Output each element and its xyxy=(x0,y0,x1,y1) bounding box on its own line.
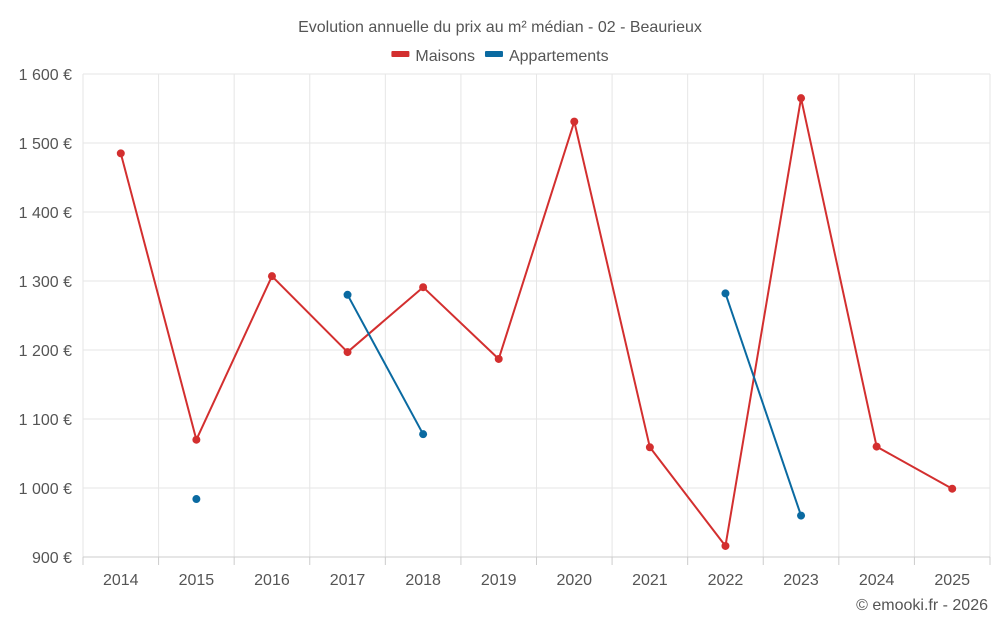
y-tick-label: 900 € xyxy=(32,550,72,567)
y-tick-label: 1 600 € xyxy=(19,67,72,84)
x-tick-label: 2018 xyxy=(405,572,441,589)
data-point[interactable] xyxy=(343,348,352,357)
series-maisons xyxy=(116,94,957,550)
x-tick-label: 2016 xyxy=(254,572,290,589)
y-tick-label: 1 100 € xyxy=(19,412,72,429)
axes: 900 € 1 000 € 1 100 € 1 200 € 1 300 € 1 400 €… xyxy=(19,67,991,589)
data-point[interactable] xyxy=(116,149,125,158)
x-tick-label: 2023 xyxy=(783,572,819,589)
legend-swatch xyxy=(484,51,503,57)
x-tick-label: 2019 xyxy=(481,572,517,589)
data-point[interactable] xyxy=(419,283,428,292)
series-line xyxy=(724,293,802,516)
data-point[interactable] xyxy=(494,354,503,363)
data-point[interactable] xyxy=(721,289,730,298)
series-line xyxy=(346,294,425,435)
y-tick-label: 1 000 € xyxy=(19,481,72,498)
x-tick-label: 2021 xyxy=(632,572,668,589)
legend-swatch xyxy=(391,51,410,57)
data-point[interactable] xyxy=(192,435,201,444)
legend-item-maisons[interactable]: Maisons xyxy=(391,48,475,65)
x-tick-label: 2014 xyxy=(103,572,139,589)
y-tick-label: 1 300 € xyxy=(19,274,72,291)
legend-label: Maisons xyxy=(415,48,475,65)
series-line xyxy=(119,97,953,547)
x-tick-label: 2020 xyxy=(556,572,592,589)
data-point[interactable] xyxy=(721,541,730,550)
y-tick-label: 1 400 € xyxy=(19,205,72,222)
y-tick-label: 1 200 € xyxy=(19,343,72,360)
x-tick-label: 2015 xyxy=(179,572,215,589)
data-point[interactable] xyxy=(645,443,654,452)
x-tick-label: 2025 xyxy=(934,572,970,589)
data-point[interactable] xyxy=(948,484,957,493)
data-point[interactable] xyxy=(797,511,806,520)
x-tick-label: 2017 xyxy=(330,572,366,589)
data-point[interactable] xyxy=(872,442,881,451)
series xyxy=(116,94,957,550)
series-appartements xyxy=(192,289,806,520)
credit-text: © emooki.fr - 2026 xyxy=(856,597,988,614)
legend-item-appartements[interactable]: Appartements xyxy=(484,48,609,65)
data-point[interactable] xyxy=(570,117,579,126)
data-point[interactable] xyxy=(343,290,352,299)
x-tick-label: 2022 xyxy=(708,572,744,589)
grid xyxy=(82,73,991,558)
x-tick-label: 2024 xyxy=(859,572,895,589)
data-point[interactable] xyxy=(419,430,428,439)
data-point[interactable] xyxy=(267,272,276,281)
legend[interactable]: Maisons Appartements xyxy=(391,48,609,65)
data-point[interactable] xyxy=(797,94,806,103)
data-point[interactable] xyxy=(192,495,201,504)
legend-label: Appartements xyxy=(509,48,609,65)
y-tick-label: 1 500 € xyxy=(19,136,72,153)
chart-title: Evolution annuelle du prix au m² médian … xyxy=(298,19,702,36)
